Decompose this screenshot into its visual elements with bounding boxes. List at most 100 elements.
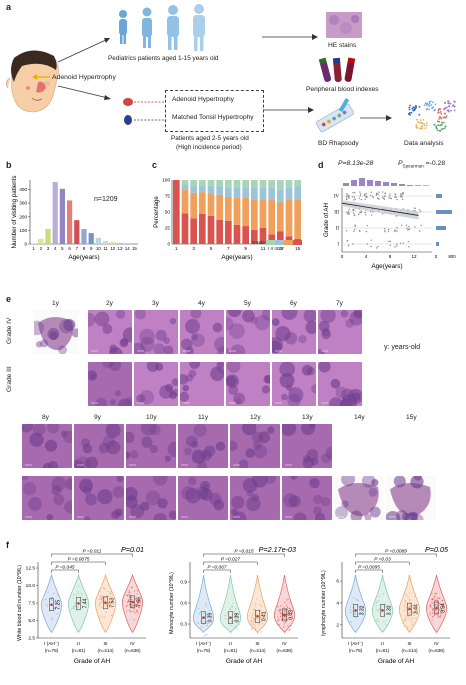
- top-histogram-bar: [399, 184, 405, 186]
- jitter-point: [411, 611, 413, 613]
- scatter-point: [377, 193, 379, 195]
- y-tick-label: 0.6: [180, 601, 187, 607]
- comparison-bracket: [51, 561, 106, 565]
- follicle: [102, 362, 115, 369]
- jitter-point: [403, 625, 405, 627]
- follicle: [191, 333, 198, 341]
- scatter-point: [347, 210, 350, 213]
- follicle: [275, 326, 291, 342]
- jitter-point: [107, 590, 109, 593]
- jitter-point: [135, 598, 137, 600]
- follicle: [318, 362, 331, 373]
- scatter-point: [353, 214, 355, 216]
- jitter-point: [136, 593, 138, 595]
- stack-IV-4: [199, 213, 206, 244]
- umap-point: [432, 101, 434, 104]
- slide-grade-iii-6y: [272, 362, 316, 406]
- bd-rhapsody-label: BD Rhapsody: [318, 140, 359, 147]
- x-axis-label: Grade of AH: [378, 658, 415, 665]
- jitter-point: [440, 614, 442, 617]
- comparison-p-label: P =0.011: [83, 549, 102, 555]
- follicle: [284, 332, 298, 345]
- jitter-point: [407, 616, 409, 618]
- jitter-point: [429, 612, 431, 614]
- jitter-point: [284, 610, 287, 612]
- jitter-point: [56, 606, 58, 608]
- jitter-point: [203, 621, 205, 623]
- jitter-point: [277, 619, 279, 622]
- jitter-point: [287, 612, 289, 614]
- scatter-point: [414, 207, 416, 210]
- jitter-point: [128, 601, 130, 603]
- scatter-point: [346, 192, 348, 195]
- jitter-point: [132, 604, 134, 606]
- follicle: [186, 435, 198, 447]
- stack-III-12: [268, 199, 275, 235]
- mean-label: 3.54: [441, 603, 447, 613]
- stack-IV-7: [225, 220, 232, 244]
- umap-point: [411, 107, 414, 110]
- scatter-point: [384, 229, 386, 231]
- n-label: (n=636): [125, 648, 141, 653]
- jitter-point: [349, 606, 352, 608]
- jitter-point: [439, 603, 441, 605]
- tissue-section: [338, 482, 379, 517]
- tissue-icons: [123, 98, 133, 125]
- umap-point: [408, 113, 410, 116]
- stack-II-3: [190, 186, 197, 193]
- stack-II-12: [268, 187, 275, 200]
- scatter-point: [353, 212, 355, 214]
- scatter-point: [384, 192, 387, 194]
- follicle: [341, 476, 356, 487]
- jitter-point: [432, 612, 434, 614]
- scatter-point: [364, 198, 366, 201]
- slide-bg: [22, 476, 72, 520]
- scatter-point: [353, 228, 356, 231]
- jitter-point: [136, 604, 138, 606]
- x-tick-label: 8: [389, 254, 392, 259]
- jitter-point: [377, 620, 380, 623]
- stack-IV-3: [190, 218, 197, 244]
- comparison-bracket: [203, 553, 285, 557]
- jitter-point: [229, 607, 231, 609]
- scatter-point: [346, 212, 348, 214]
- jitter-point: [385, 623, 388, 625]
- mean-label: 7.44: [83, 598, 89, 608]
- scatter-point: [406, 227, 408, 229]
- comparison-p-label: P =0.015: [234, 549, 253, 555]
- follicle: [311, 384, 316, 394]
- jitter-point: [435, 599, 437, 601]
- follicle: [22, 476, 28, 481]
- follicle: [306, 367, 316, 376]
- umap-point: [445, 116, 447, 119]
- umap-point: [447, 100, 450, 103]
- follicle: [371, 478, 379, 487]
- comparison-bracket: [355, 553, 437, 557]
- scatter-point: [352, 209, 354, 211]
- follicle: [88, 312, 96, 327]
- dashed-connectors: [134, 101, 166, 121]
- jitter-point: [130, 606, 133, 608]
- scatter-point: [359, 212, 361, 214]
- bar-11: [103, 241, 109, 244]
- umap-point: [443, 127, 446, 130]
- scatter-point: [352, 243, 354, 245]
- follicle: [293, 512, 307, 520]
- scatter-point: [348, 195, 350, 197]
- scatter-point: [394, 246, 396, 248]
- top-histogram-bar: [391, 183, 397, 186]
- follicle: [65, 477, 72, 490]
- stack-IV-12: [268, 234, 275, 244]
- jitter-point: [439, 616, 442, 618]
- scatter-point: [394, 193, 397, 196]
- follicle: [210, 366, 224, 381]
- trend-line: [341, 202, 419, 216]
- follicle: [97, 489, 113, 505]
- jitter-point: [283, 626, 285, 628]
- scatter-point: [352, 192, 354, 194]
- y-tick-label: 0.9: [180, 580, 187, 586]
- jitter-point: [128, 593, 130, 596]
- jitter-point: [131, 598, 133, 601]
- slide-grade-iv-6y: [272, 310, 316, 354]
- age-label-3y: 3y: [152, 300, 159, 307]
